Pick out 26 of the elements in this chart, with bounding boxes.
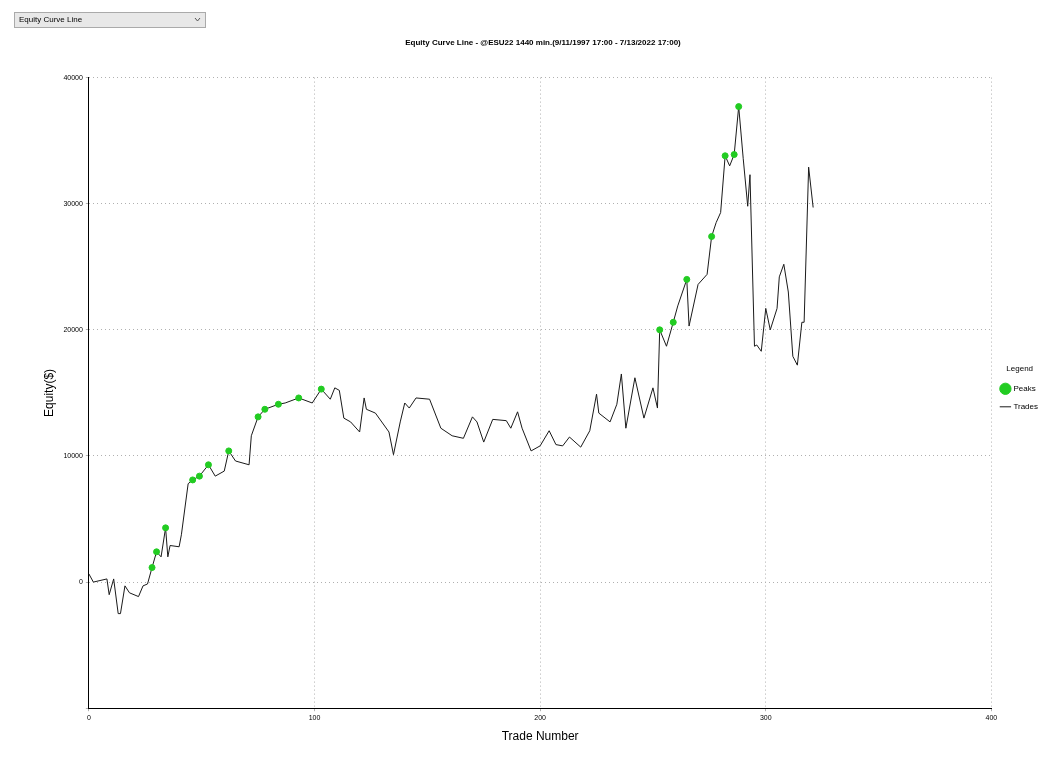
point: [721, 151, 729, 159]
point: [656, 325, 664, 333]
point: [254, 412, 262, 420]
y-axis-title: Equity($): [41, 368, 56, 417]
point: [189, 475, 197, 483]
point: [683, 275, 691, 283]
point: [295, 393, 303, 401]
point: [708, 232, 716, 240]
point: [261, 405, 269, 413]
point: [162, 523, 170, 531]
legend-title: Legend: [1006, 363, 1034, 373]
point: [195, 472, 203, 480]
point: [153, 547, 161, 555]
text: Equity Curve Line: [19, 15, 83, 24]
point: [669, 318, 677, 326]
point: [317, 385, 325, 393]
point: [730, 150, 738, 158]
point: [274, 400, 282, 408]
legend-label: Trades: [1013, 401, 1039, 411]
point: [148, 563, 156, 571]
x-axis-title: Trade Number: [501, 728, 579, 743]
legend-label: Peaks: [1013, 383, 1036, 393]
point: [735, 102, 743, 110]
point: [225, 446, 233, 454]
point: [204, 460, 212, 468]
chart-title: Equity Curve Line - @ESU22 1440 min.(9/11/1997 17:00 - 7/13/2022 17:00): [405, 37, 682, 47]
